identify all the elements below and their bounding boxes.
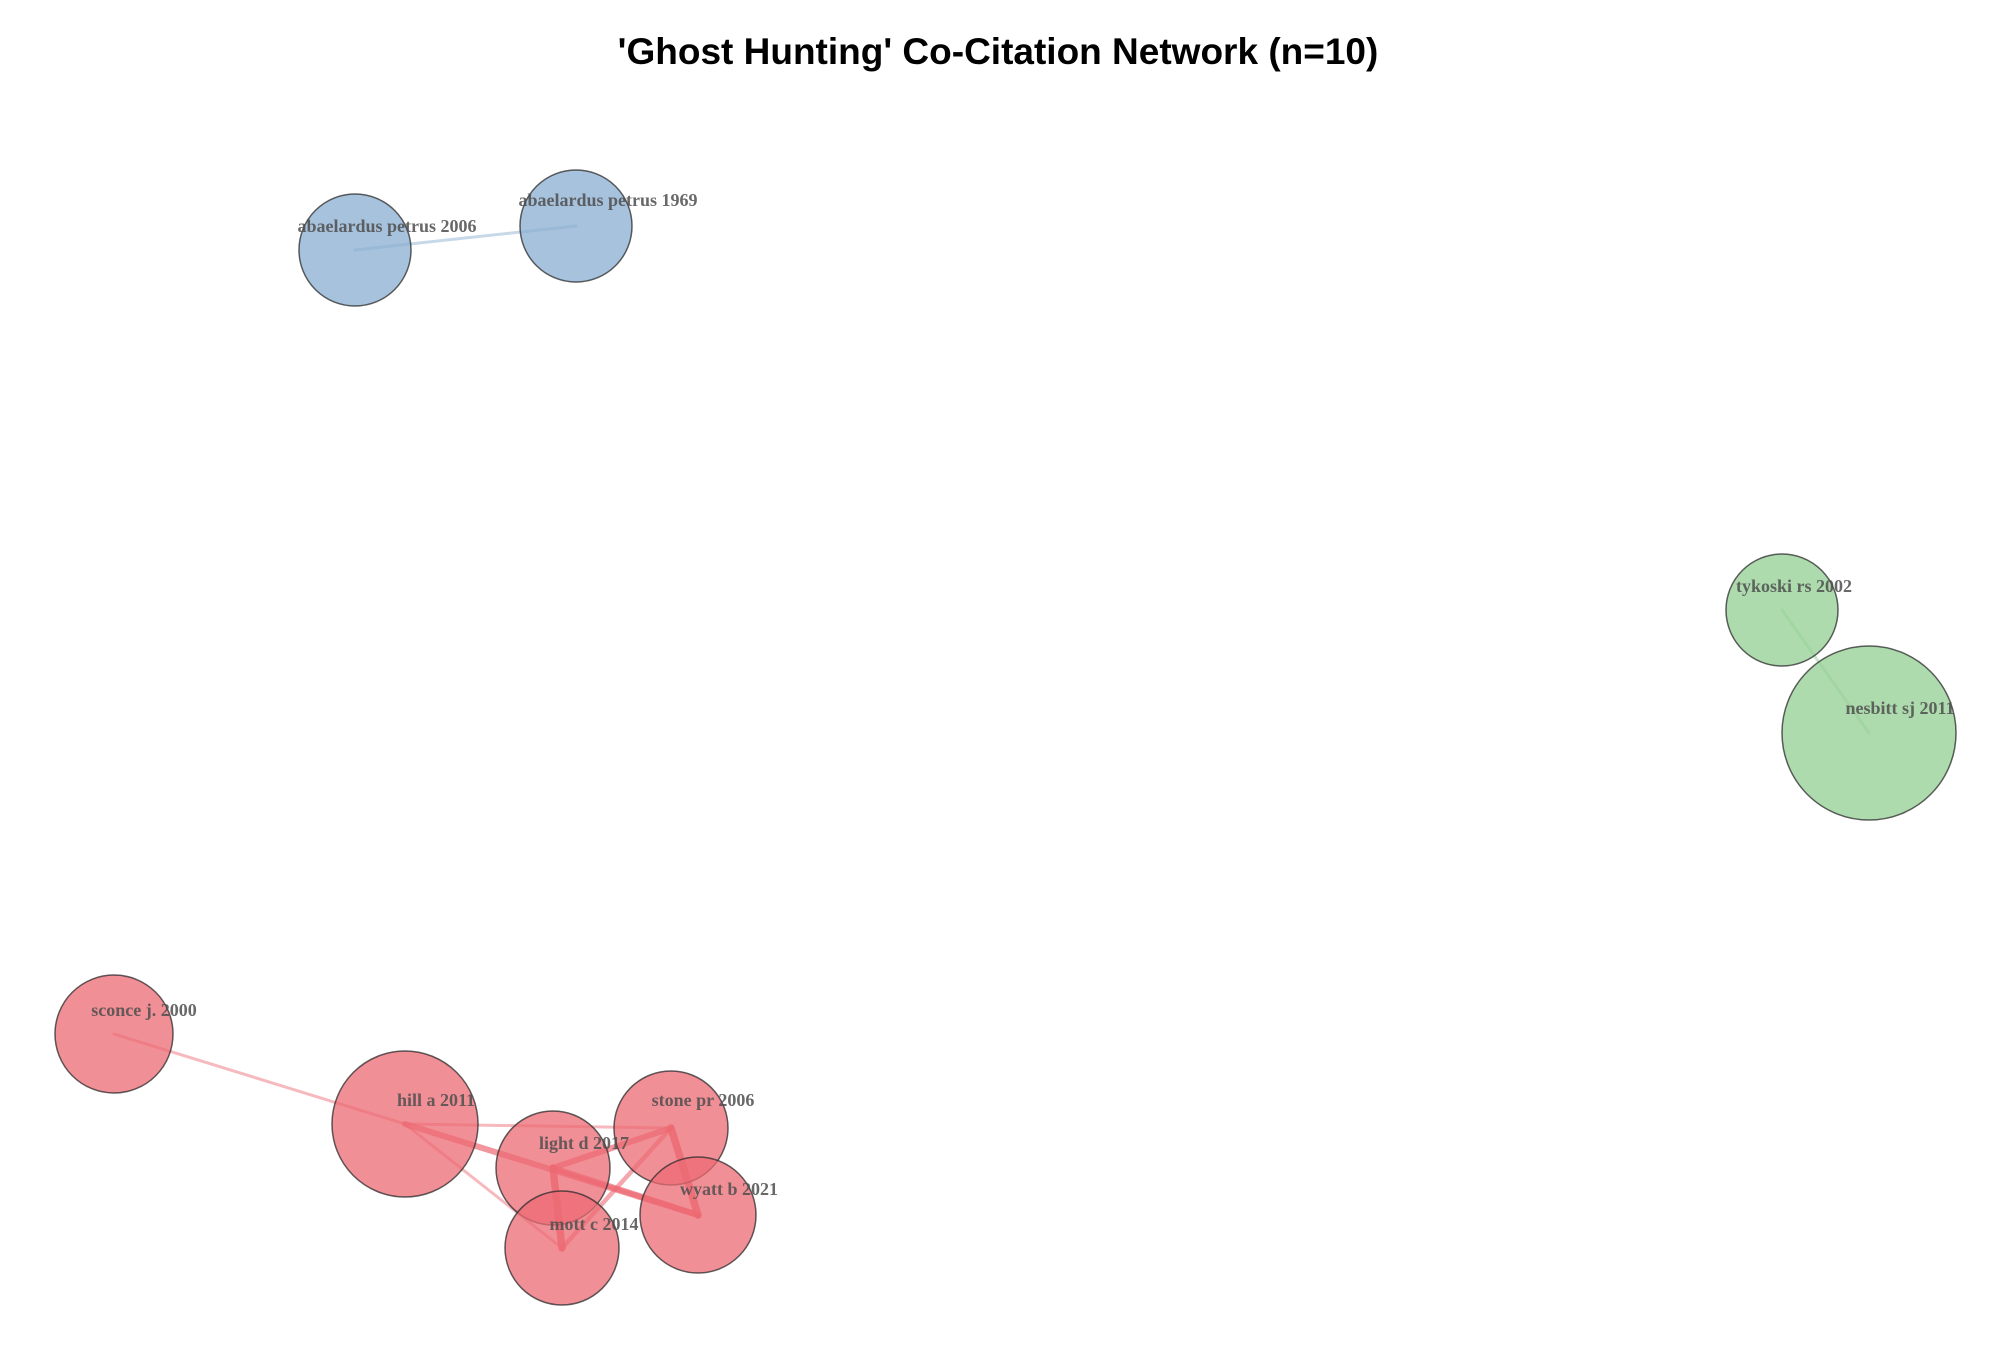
node-abaelardus-petrus-1969	[520, 170, 632, 282]
node-label-tykoski-rs-2002: tykoski rs 2002	[1736, 576, 1852, 596]
node-hill-a-2011	[332, 1051, 478, 1197]
node-label-abaelardus-petrus-1969: abaelardus petrus 1969	[518, 190, 697, 210]
nodes-layer	[55, 170, 1956, 1305]
node-label-wyatt-b-2021: wyatt b 2021	[680, 1179, 778, 1199]
node-label-stone-pr-2006: stone pr 2006	[652, 1090, 755, 1110]
node-abaelardus-petrus-2006	[299, 194, 411, 306]
diagram-title: 'Ghost Hunting' Co-Citation Network (n=1…	[618, 31, 1379, 72]
node-tykoski-rs-2002	[1726, 554, 1838, 666]
node-sconce-j-2000	[55, 975, 173, 1093]
node-label-nesbitt-sj-2011: nesbitt sj 2011	[1845, 698, 1954, 718]
node-wyatt-b-2021	[640, 1157, 756, 1273]
node-nesbitt-sj-2011	[1782, 646, 1956, 820]
node-label-light-d-2017: light d 2017	[539, 1133, 629, 1153]
node-label-mott-c-2014: mott c 2014	[550, 1214, 639, 1234]
node-label-sconce-j-2000: sconce j. 2000	[91, 1000, 196, 1020]
node-mott-c-2014	[505, 1191, 619, 1305]
node-label-hill-a-2011: hill a 2011	[397, 1090, 475, 1110]
node-label-abaelardus-petrus-2006: abaelardus petrus 2006	[297, 216, 476, 236]
